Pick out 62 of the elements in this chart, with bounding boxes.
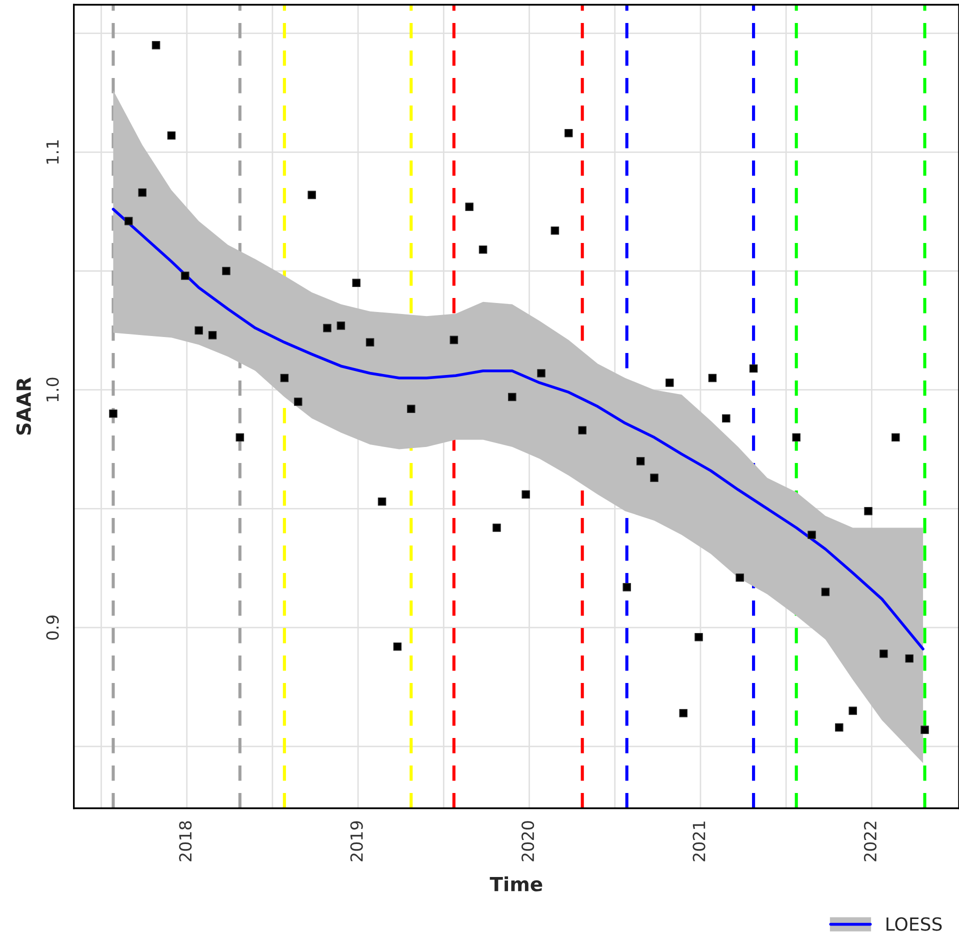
point [550, 226, 560, 235]
point [880, 650, 888, 658]
point [323, 324, 332, 332]
point [478, 245, 488, 254]
point [920, 726, 929, 734]
point [280, 374, 289, 382]
point [222, 266, 230, 276]
point [848, 706, 858, 715]
point [406, 404, 416, 414]
point [749, 364, 758, 373]
point [864, 506, 872, 516]
point [393, 642, 402, 651]
point [352, 278, 360, 288]
point [450, 336, 458, 344]
point [522, 490, 530, 499]
point [650, 474, 658, 482]
point [236, 433, 244, 442]
point [124, 216, 133, 226]
point [564, 128, 573, 138]
point [109, 409, 118, 418]
point [821, 588, 830, 596]
x-tick-label: 2018 [179, 821, 192, 862]
point [905, 654, 914, 663]
point [736, 574, 744, 582]
point [694, 632, 703, 642]
point [308, 190, 316, 200]
point [180, 272, 190, 280]
x-tick-label: 2022 [864, 822, 877, 862]
point [892, 433, 900, 442]
point [138, 188, 146, 197]
point [835, 723, 844, 732]
y-tick-label: 0.9 [46, 616, 59, 640]
point [808, 530, 816, 540]
x-tick-label: 2021 [692, 822, 706, 862]
x-tick-label: 2019 [350, 821, 363, 862]
point [679, 709, 688, 718]
line-series [112, 208, 924, 650]
point [167, 131, 176, 140]
point [366, 338, 374, 346]
point [508, 392, 516, 402]
point [208, 331, 217, 340]
point [492, 524, 501, 532]
point [622, 583, 632, 592]
legend-label: LOESS [886, 917, 942, 931]
point [294, 398, 302, 406]
point [537, 369, 546, 378]
point [378, 497, 386, 506]
x-tick-label: 2020 [521, 821, 534, 862]
point [336, 322, 346, 330]
point [708, 374, 717, 382]
y-tick-label: 1.0 [46, 378, 59, 402]
point [465, 202, 474, 211]
point [636, 457, 645, 466]
point [194, 326, 203, 335]
y-tick-label: 1.1 [46, 140, 59, 164]
point [722, 414, 730, 423]
point [578, 426, 586, 434]
y-axis-title: SAAR [16, 377, 32, 435]
x-axis-title: Time [490, 876, 542, 892]
point [666, 378, 674, 387]
point [792, 433, 801, 442]
point [152, 41, 160, 50]
